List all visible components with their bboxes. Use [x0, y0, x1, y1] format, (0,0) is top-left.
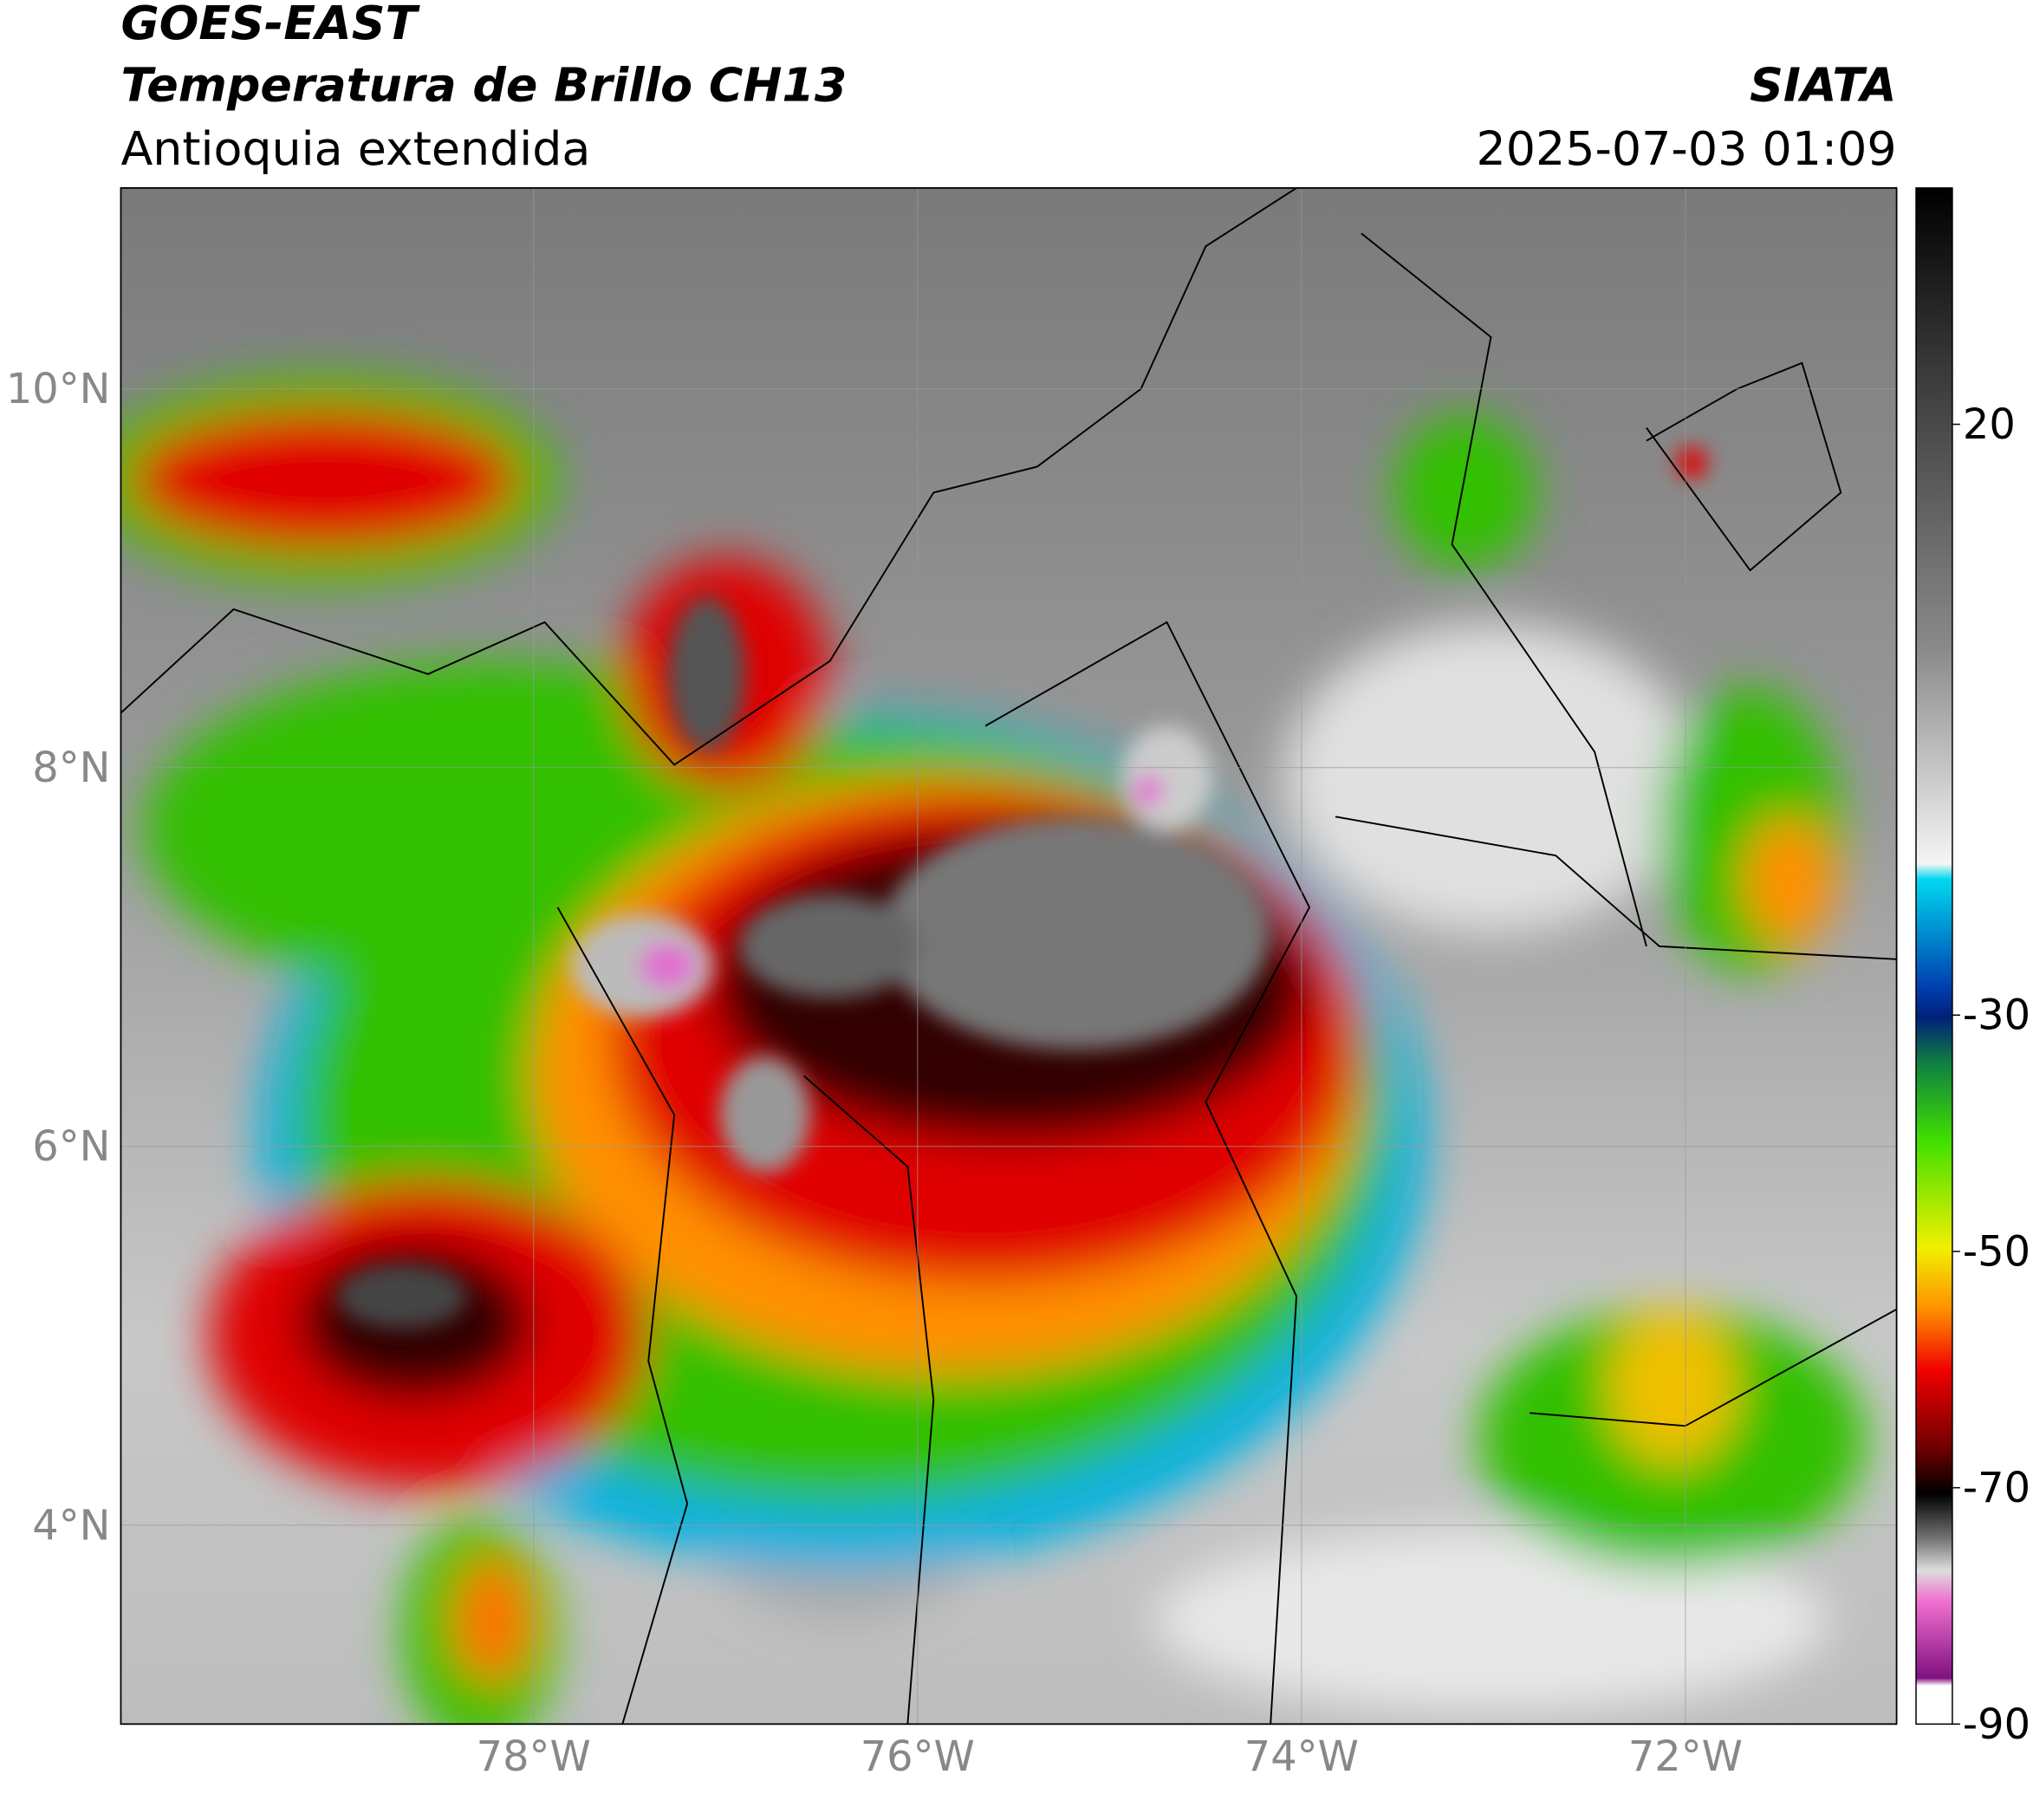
- colorbar-label: -70: [1963, 1465, 2030, 1512]
- source: SIATA: [1750, 58, 1897, 113]
- y-tick-label: 4°N: [32, 1502, 110, 1550]
- x-tick-label: 74°W: [1244, 1733, 1359, 1781]
- satellite: GOES-EAST: [120, 0, 420, 50]
- map-frame: [120, 186, 1898, 1726]
- product: Temperatura de Brillo CH13: [120, 58, 847, 113]
- x-tick-label: 78°W: [477, 1733, 591, 1781]
- colorbar: [1915, 187, 1953, 1726]
- x-tick-label: 76°W: [861, 1733, 975, 1781]
- colorbar-label: -90: [1963, 1701, 2030, 1749]
- satellite-image: [120, 187, 1897, 1725]
- colorbar-label: 20: [1963, 401, 2016, 449]
- colorbar-label: -30: [1963, 992, 2030, 1040]
- y-tick-label: 8°N: [32, 744, 110, 792]
- colorbar-label: -50: [1963, 1228, 2030, 1276]
- y-tick-label: 10°N: [6, 366, 111, 413]
- datetime: 2025-07-03 01:09: [1477, 121, 1897, 176]
- region: Antioquia extendida: [120, 121, 590, 176]
- x-tick-label: 72°W: [1628, 1733, 1743, 1781]
- y-tick-label: 6°N: [32, 1123, 110, 1171]
